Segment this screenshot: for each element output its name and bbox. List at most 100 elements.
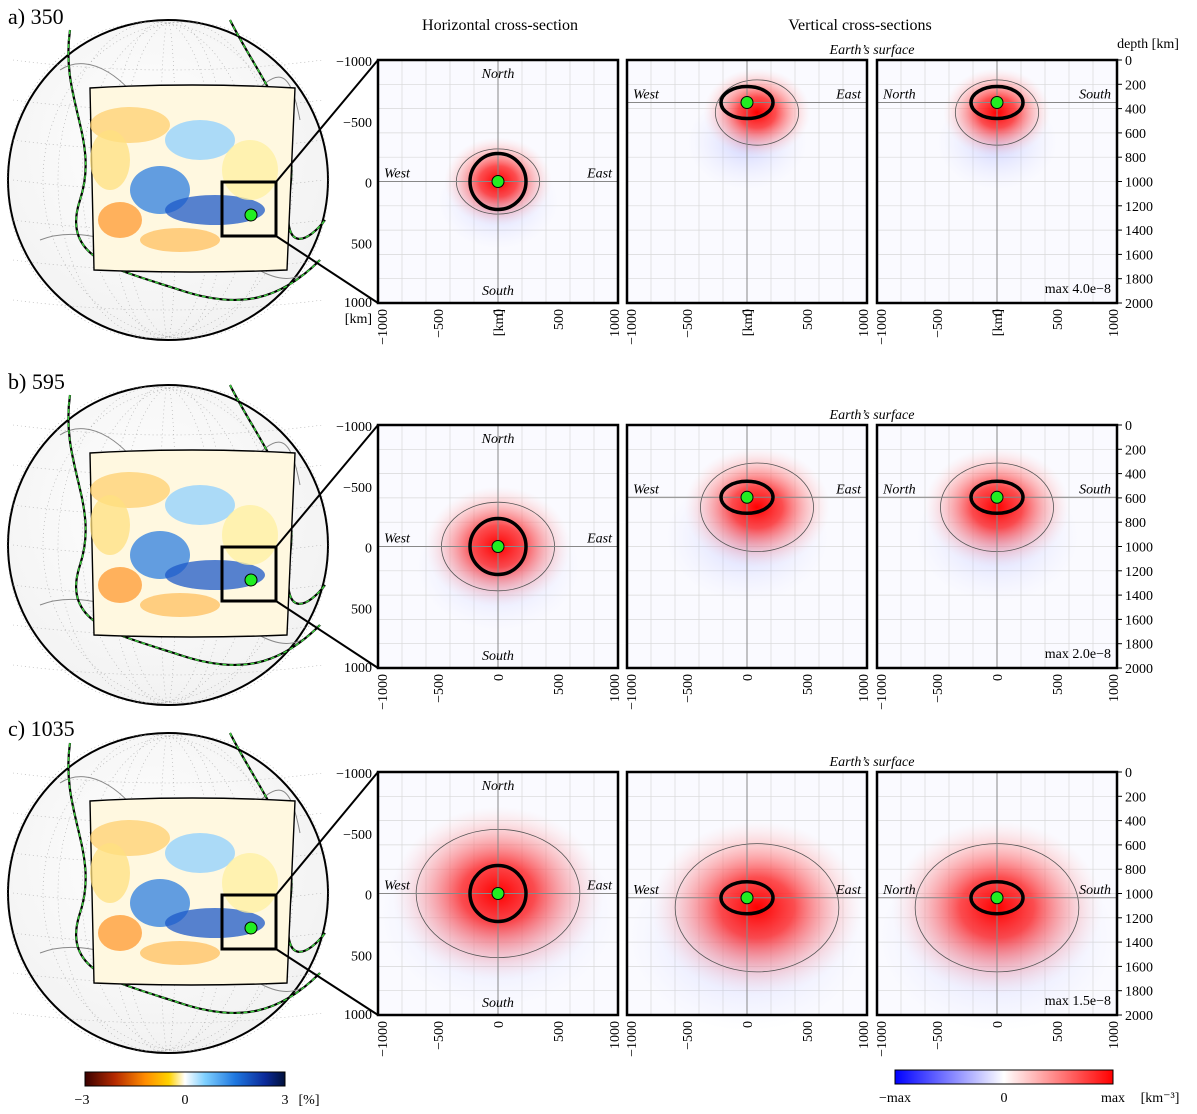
velocity-anomaly <box>140 941 220 965</box>
vertical-panel: West East −1000 −500 0 500 1000 <box>625 770 872 1057</box>
label-south: South <box>482 284 514 299</box>
graticule-parallel <box>12 259 324 271</box>
depth-tick-label: 800 <box>1125 516 1146 531</box>
graticule-parallel <box>12 99 324 111</box>
label-west: West <box>633 88 660 103</box>
depth-tick-label: 1600 <box>1125 613 1153 628</box>
x-unit-label: [km] <box>492 309 507 336</box>
colorbar-velocity-tick-mid: 0 <box>182 1093 189 1108</box>
x-tick-label: 0 <box>991 1021 1006 1028</box>
depth-tick-label: 600 <box>1125 127 1146 142</box>
globe-map <box>6 384 330 706</box>
label-south: South <box>1079 88 1111 103</box>
velocity-anomaly <box>165 485 235 525</box>
x-tick-label: 1000 <box>1107 674 1122 702</box>
x-tick-label: 500 <box>1051 1021 1066 1042</box>
x-tick-label: 500 <box>801 1021 816 1042</box>
x-tick-label: 0 <box>991 309 1006 316</box>
horizontal-panel: North South West East −1000 −500 0 500 1000 <box>376 423 623 710</box>
velocity-anomaly <box>90 130 130 190</box>
depth-tick-label: 1800 <box>1125 638 1153 653</box>
x-tick-label: 0 <box>991 674 1006 681</box>
contour-line <box>674 843 840 973</box>
x-tick-label: −500 <box>432 674 447 703</box>
velocity-anomaly <box>165 195 265 225</box>
label-south: South <box>482 649 514 664</box>
vertical-panel: North South max 2.0e−8 −1000 −500 0 500 1000 <box>875 423 1122 710</box>
depth-tick-label: 1200 <box>1125 912 1153 927</box>
zoom-connector <box>275 948 379 1016</box>
source-point <box>740 490 754 504</box>
x-tick-label: −500 <box>931 674 946 703</box>
earth-surface-label: Earth’s surface <box>829 408 915 423</box>
depth-tick-label: 600 <box>1125 492 1146 507</box>
panel-frame <box>376 58 620 305</box>
y-tick-label: −1000 <box>336 420 372 435</box>
depth-tick-label: 1800 <box>1125 273 1153 288</box>
colorbar-velocity: −3 0 3 [%] <box>75 1071 320 1108</box>
graticule-parallel <box>12 892 324 904</box>
y-tick-label: −1000 <box>336 55 372 70</box>
x-tick-label: 1000 <box>608 674 623 702</box>
x-tick-label: −500 <box>681 674 696 703</box>
y-tick-label: 0 <box>365 542 372 557</box>
label-west: West <box>633 883 660 898</box>
vertical-panel: West East −1000 −500 0 500 1000 <box>625 423 872 710</box>
depth-tick-label: 1200 <box>1125 200 1153 215</box>
depth-tick-label: 2000 <box>1125 297 1153 312</box>
label-west: West <box>384 167 411 182</box>
velocity-anomaly <box>165 120 235 160</box>
plate-boundary-dash <box>67 29 321 301</box>
x-tick-label: 1000 <box>857 674 872 702</box>
x-tick-label: 1000 <box>1107 1021 1122 1049</box>
x-tick-label: −500 <box>931 309 946 338</box>
globe-map <box>6 732 330 1054</box>
row-label: c) 1035 <box>8 716 75 741</box>
x-tick-label: 0 <box>741 309 756 316</box>
x-tick-label: −500 <box>432 1021 447 1050</box>
depth-tick-label: 1200 <box>1125 565 1153 580</box>
graticule-parallel <box>12 504 324 516</box>
source-location-marker <box>244 921 258 935</box>
graticule-meridian <box>6 21 294 339</box>
x-tick-label: 500 <box>552 1021 567 1042</box>
velocity-anomaly <box>165 908 265 938</box>
tomography-region <box>89 449 296 638</box>
depth-tick-label: 1000 <box>1125 176 1153 191</box>
x-tick-label: −1000 <box>376 674 391 710</box>
horizontal-panel: North South West East −1000 −500 0 500 1000 [km] <box>376 58 623 345</box>
zoom-box <box>220 545 278 603</box>
x-tick-label: −1000 <box>875 1021 890 1057</box>
x-tick-label: −1000 <box>875 309 890 345</box>
graticule-parallel <box>12 972 324 984</box>
depth-tick-label: 400 <box>1125 815 1146 830</box>
max-value-label: max 1.5e−8 <box>1045 994 1111 1009</box>
x-tick-label: −1000 <box>376 1021 391 1057</box>
label-east: East <box>586 167 613 182</box>
zoom-connector <box>275 600 379 669</box>
depth-tick-label: 0 <box>1125 766 1132 781</box>
x-tick-label: −1000 <box>625 674 640 710</box>
max-value-label: max 2.0e−8 <box>1045 647 1111 662</box>
label-east: East <box>835 883 862 898</box>
velocity-anomaly <box>90 495 130 555</box>
x-tick-label: 500 <box>801 674 816 695</box>
depth-tick-label: 200 <box>1125 443 1146 458</box>
label-north: North <box>882 482 916 497</box>
resolution-ellipse <box>719 84 775 121</box>
depth-tick-label: 400 <box>1125 103 1146 118</box>
panel-frame <box>376 770 620 1017</box>
label-east: East <box>586 879 613 894</box>
sensitivity-blob <box>684 447 830 568</box>
label-west: West <box>384 532 411 547</box>
label-north: North <box>882 883 916 898</box>
depth-tick-label: 1000 <box>1125 888 1153 903</box>
colorbar-density-unit: [km⁻³] <box>1141 1091 1180 1106</box>
velocity-anomaly <box>165 560 265 590</box>
y-tick-label: −500 <box>343 828 372 843</box>
sensitivity-blob <box>651 820 863 995</box>
depth-tick-label: 600 <box>1125 839 1146 854</box>
source-point <box>491 887 505 900</box>
velocity-anomaly <box>165 833 235 873</box>
label-north: North <box>481 67 515 82</box>
